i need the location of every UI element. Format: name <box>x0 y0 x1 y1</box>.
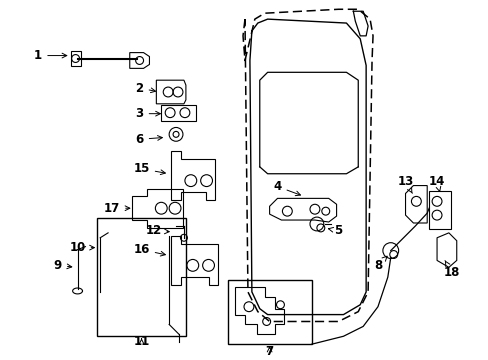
Text: 18: 18 <box>443 261 459 279</box>
Text: 8: 8 <box>373 256 386 272</box>
Text: 17: 17 <box>103 202 129 215</box>
Text: 15: 15 <box>133 162 165 175</box>
Text: 14: 14 <box>428 175 445 192</box>
Text: 10: 10 <box>69 241 94 254</box>
Text: 3: 3 <box>135 107 160 120</box>
Text: 11: 11 <box>133 335 149 348</box>
Text: 5: 5 <box>328 224 342 237</box>
Text: 9: 9 <box>54 259 72 272</box>
Text: 1: 1 <box>34 49 67 62</box>
Text: 7: 7 <box>265 345 273 357</box>
Text: 12: 12 <box>145 224 169 237</box>
Text: 13: 13 <box>397 175 413 193</box>
Text: 2: 2 <box>135 82 155 95</box>
Text: 4: 4 <box>273 180 300 195</box>
Text: 16: 16 <box>133 243 165 256</box>
Text: 6: 6 <box>135 133 162 146</box>
